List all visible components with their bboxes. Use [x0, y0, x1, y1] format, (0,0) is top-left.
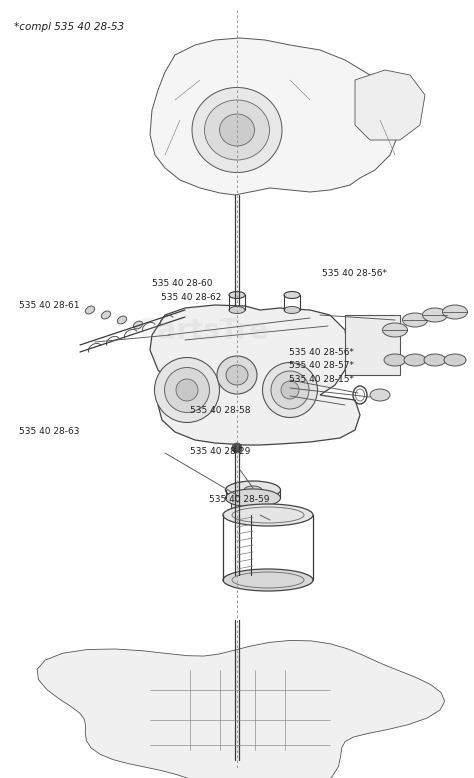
Text: 535 40 28-58: 535 40 28-58 — [190, 406, 250, 415]
Text: 535 40 28-56*: 535 40 28-56* — [322, 269, 387, 279]
Ellipse shape — [155, 358, 219, 422]
Ellipse shape — [204, 100, 270, 160]
Ellipse shape — [217, 356, 257, 394]
Ellipse shape — [229, 307, 245, 314]
Bar — [231, 502, 259, 515]
Ellipse shape — [223, 504, 313, 526]
Text: 535 40 28-29: 535 40 28-29 — [190, 447, 250, 456]
Text: 535 40 28-60: 535 40 28-60 — [152, 279, 212, 288]
Ellipse shape — [219, 114, 255, 146]
Circle shape — [232, 443, 242, 453]
Ellipse shape — [443, 305, 467, 319]
Ellipse shape — [422, 308, 447, 322]
Ellipse shape — [384, 354, 406, 366]
Polygon shape — [150, 38, 400, 195]
Ellipse shape — [281, 381, 299, 399]
Ellipse shape — [85, 306, 95, 314]
Ellipse shape — [229, 292, 245, 299]
Polygon shape — [150, 305, 360, 445]
Text: 535 40 28-57*: 535 40 28-57* — [289, 361, 354, 370]
Text: 535 40 28-62: 535 40 28-62 — [161, 293, 221, 303]
Ellipse shape — [284, 292, 300, 299]
Ellipse shape — [133, 321, 143, 329]
Ellipse shape — [404, 354, 426, 366]
Text: 535 40 28-61: 535 40 28-61 — [19, 301, 80, 310]
Ellipse shape — [444, 354, 466, 366]
Ellipse shape — [424, 354, 446, 366]
Ellipse shape — [231, 495, 259, 509]
Ellipse shape — [226, 481, 281, 499]
Ellipse shape — [402, 313, 428, 327]
Ellipse shape — [244, 486, 262, 494]
Text: *compl 535 40 28-53: *compl 535 40 28-53 — [14, 22, 124, 32]
Ellipse shape — [271, 371, 309, 409]
Ellipse shape — [226, 489, 281, 507]
Text: 535 40 28-15*: 535 40 28-15* — [289, 375, 354, 384]
Ellipse shape — [164, 367, 210, 412]
Ellipse shape — [192, 87, 282, 173]
Polygon shape — [37, 640, 445, 778]
Ellipse shape — [370, 389, 390, 401]
Ellipse shape — [284, 307, 300, 314]
Ellipse shape — [118, 316, 127, 324]
Ellipse shape — [101, 311, 110, 319]
Text: 535 40 28-63: 535 40 28-63 — [19, 427, 80, 436]
Polygon shape — [355, 70, 425, 140]
Ellipse shape — [226, 365, 248, 385]
Ellipse shape — [263, 363, 318, 418]
Text: PartsTre: PartsTre — [139, 317, 269, 345]
Ellipse shape — [176, 379, 198, 401]
Text: 535 40 28-56*: 535 40 28-56* — [289, 348, 354, 357]
Text: 535 40 28-59: 535 40 28-59 — [209, 495, 269, 504]
Ellipse shape — [223, 569, 313, 591]
Bar — [345, 315, 400, 375]
Ellipse shape — [383, 323, 408, 337]
